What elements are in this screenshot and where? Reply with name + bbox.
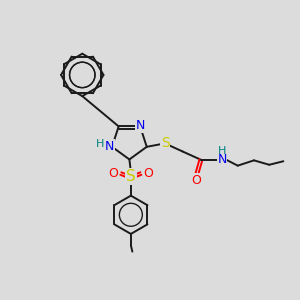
Text: S: S [126, 169, 136, 184]
Text: O: O [108, 167, 118, 180]
Text: S: S [160, 136, 169, 150]
Text: N: N [105, 140, 114, 153]
Text: H: H [95, 140, 104, 149]
Text: H: H [218, 146, 226, 156]
Text: N: N [218, 153, 227, 166]
Text: N: N [135, 119, 145, 132]
Text: O: O [144, 167, 154, 180]
Text: O: O [192, 174, 201, 187]
